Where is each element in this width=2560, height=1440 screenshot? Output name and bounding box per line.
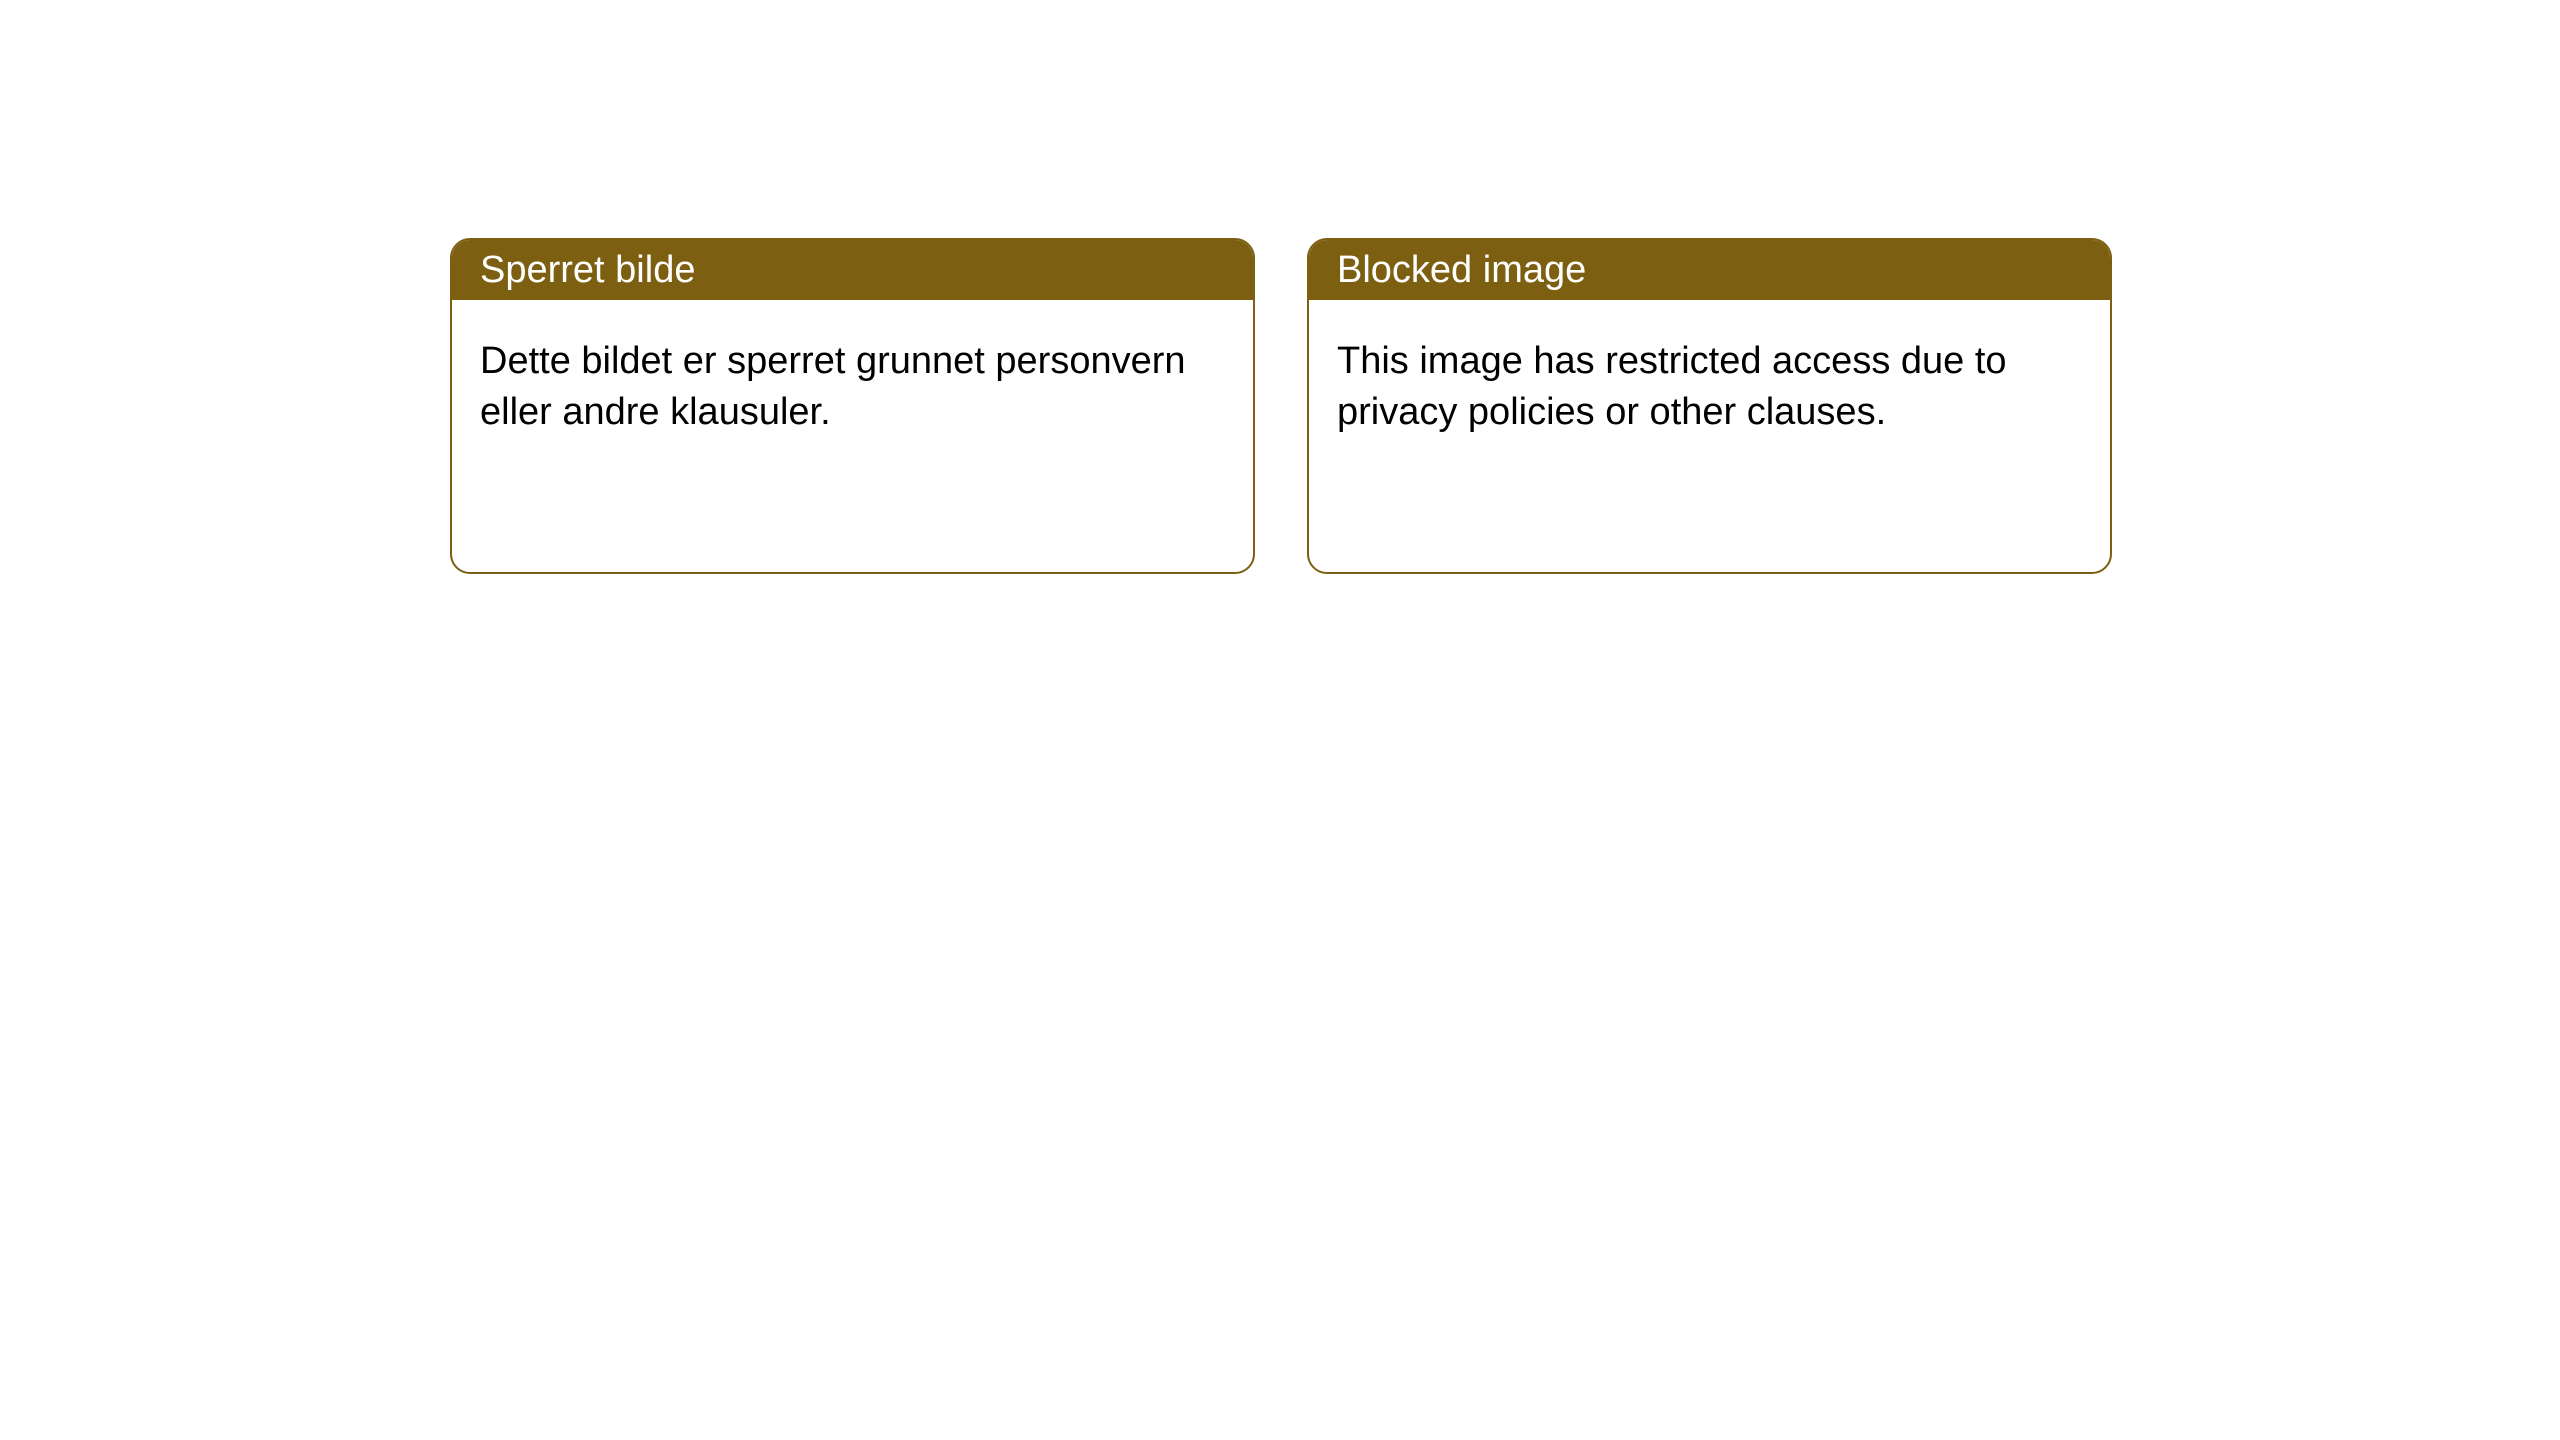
notice-title-no: Sperret bilde <box>452 240 1253 300</box>
notice-card-no: Sperret bilde Dette bildet er sperret gr… <box>450 238 1255 574</box>
notice-card-en: Blocked image This image has restricted … <box>1307 238 2112 574</box>
notice-body-en: This image has restricted access due to … <box>1309 300 2110 475</box>
notice-title-en: Blocked image <box>1309 240 2110 300</box>
notice-body-no: Dette bildet er sperret grunnet personve… <box>452 300 1253 475</box>
notice-container: Sperret bilde Dette bildet er sperret gr… <box>0 0 2560 574</box>
